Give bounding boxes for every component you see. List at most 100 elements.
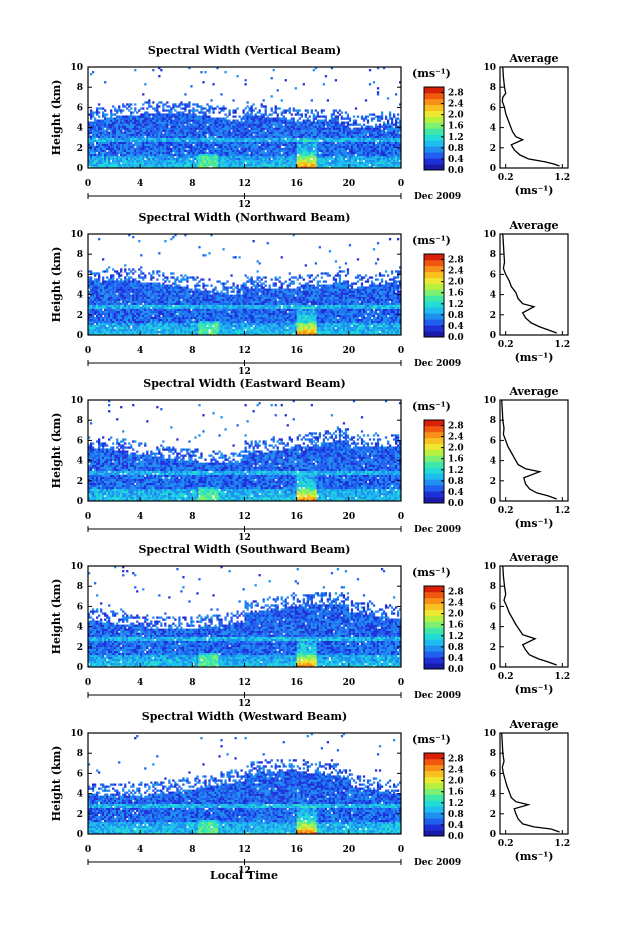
colorbar-tick-label: 0.0 — [448, 499, 464, 509]
colorbar-tick-label: 1.2 — [448, 300, 464, 310]
panel-2: Spectral Width (Eastward Beam)0246810Hei… — [50, 377, 570, 543]
colorbar-swatch — [424, 296, 444, 302]
colorbar-tick-label: 2.4 — [448, 100, 464, 110]
average-title: Average — [508, 718, 558, 731]
y-tick-label: 0 — [77, 331, 83, 341]
colorbar-swatch — [424, 462, 444, 468]
average-y-tick-label: 0 — [490, 331, 496, 341]
average-x-label: (ms⁻¹) — [515, 184, 554, 197]
x-tick-label: 12 — [238, 512, 251, 522]
colorbar-swatch — [424, 485, 444, 491]
colorbar-swatch — [424, 467, 444, 473]
x-tick-label: 20 — [343, 179, 356, 189]
average-y-tick-label: 4 — [490, 457, 496, 467]
colorbar-swatch — [424, 598, 444, 604]
x-tick-label: 8 — [189, 845, 195, 855]
average-frame — [500, 566, 568, 667]
colorbar-unit: (ms⁻¹) — [412, 234, 451, 247]
date-label: Dec 2009 — [414, 691, 461, 701]
x-tick-label: 0 — [85, 512, 91, 522]
average-x-tick-label: 0.2 — [498, 672, 514, 682]
colorbar-tick-label: 1.2 — [448, 632, 464, 642]
y-tick-label: 0 — [77, 497, 83, 507]
x-tick-label: 0 — [398, 678, 404, 688]
colorbar-swatch — [424, 140, 444, 146]
average-profile-line — [503, 234, 557, 333]
y-axis-label: Height (km) — [50, 746, 63, 822]
average-y-tick-label: 4 — [490, 790, 496, 800]
y-tick-label: 2 — [77, 311, 83, 321]
colorbar-swatch — [424, 260, 444, 266]
average-y-tick-label: 10 — [483, 230, 496, 240]
average-y-tick-label: 0 — [490, 830, 496, 840]
colorbar-tick-label: 0.4 — [448, 322, 464, 332]
colorbar-tick-label: 1.2 — [448, 133, 464, 143]
average-y-tick-label: 8 — [490, 416, 496, 426]
colorbar-swatch — [424, 331, 444, 337]
colorbar-unit: (ms⁻¹) — [412, 566, 451, 579]
colorbar-swatch — [424, 450, 444, 456]
colorbar-tick-label: 0.4 — [448, 821, 464, 831]
y-tick-label: 4 — [77, 291, 83, 301]
y-axis-label: Height (km) — [50, 413, 63, 489]
colorbar-tick-label: 1.6 — [448, 788, 464, 798]
average-x-tick-label: 0.2 — [498, 173, 514, 183]
x-axis-label: Local Time — [210, 869, 278, 882]
colorbar-tick-label: 1.6 — [448, 289, 464, 299]
colorbar-swatch — [424, 105, 444, 111]
y-axis-label: Height (km) — [50, 80, 63, 156]
average-frame — [500, 733, 568, 834]
x-tick-label: 4 — [137, 678, 143, 688]
x-tick-label: 0 — [85, 678, 91, 688]
colorbar-tick-label: 0.8 — [448, 477, 464, 487]
colorbar-swatch — [424, 313, 444, 319]
colorbar-swatch — [424, 800, 444, 806]
average-x-tick-label: 0.2 — [498, 340, 514, 350]
average-y-tick-label: 8 — [490, 582, 496, 592]
y-axis-label: Height (km) — [50, 579, 63, 655]
x-tick-label: 4 — [137, 179, 143, 189]
panel-title: Spectral Width (Southward Beam) — [138, 543, 350, 556]
x-tick-label: 12 — [238, 845, 251, 855]
y-tick-label: 0 — [77, 164, 83, 174]
average-title: Average — [508, 219, 558, 232]
average-title: Average — [508, 52, 558, 65]
y-axis-label: Height (km) — [50, 247, 63, 323]
y-tick-label: 8 — [77, 749, 83, 759]
y-tick-label: 6 — [77, 769, 83, 779]
y-tick-label: 2 — [77, 643, 83, 653]
colorbar-swatch — [424, 278, 444, 284]
y-tick-label: 10 — [70, 729, 83, 739]
y-tick-label: 2 — [77, 810, 83, 820]
x-tick-label: 4 — [137, 845, 143, 855]
x-tick-label: 4 — [137, 512, 143, 522]
x-tick-label: 8 — [189, 346, 195, 356]
colorbar-swatch — [424, 307, 444, 313]
average-y-tick-label: 2 — [490, 643, 496, 653]
colorbar-tick-label: 0.0 — [448, 166, 464, 176]
x-tick-label: 0 — [85, 845, 91, 855]
x-tick-label: 12 — [238, 678, 251, 688]
date-axis-label: 12 — [238, 367, 251, 377]
x-tick-label: 8 — [189, 179, 195, 189]
colorbar-swatch — [424, 830, 444, 836]
panel-3: Spectral Width (Southward Beam)0246810He… — [50, 543, 570, 709]
y-tick-label: 6 — [77, 103, 83, 113]
colorbar-swatch — [424, 152, 444, 158]
average-profile-line — [502, 400, 557, 499]
y-tick-label: 4 — [77, 124, 83, 134]
date-label: Dec 2009 — [414, 858, 461, 868]
panel-4: Spectral Width (Westward Beam)0246810Hei… — [50, 710, 570, 876]
x-tick-label: 4 — [137, 346, 143, 356]
average-y-tick-label: 6 — [490, 270, 496, 280]
colorbar-swatch — [424, 639, 444, 645]
colorbar-swatch — [424, 266, 444, 272]
x-tick-label: 16 — [290, 346, 303, 356]
average-title: Average — [508, 385, 558, 398]
colorbar-swatch — [424, 129, 444, 135]
average-y-tick-label: 4 — [490, 124, 496, 134]
y-tick-label: 6 — [77, 602, 83, 612]
y-tick-label: 10 — [70, 63, 83, 73]
colorbar-tick-label: 2.4 — [448, 766, 464, 776]
average-profile-line — [502, 733, 560, 832]
